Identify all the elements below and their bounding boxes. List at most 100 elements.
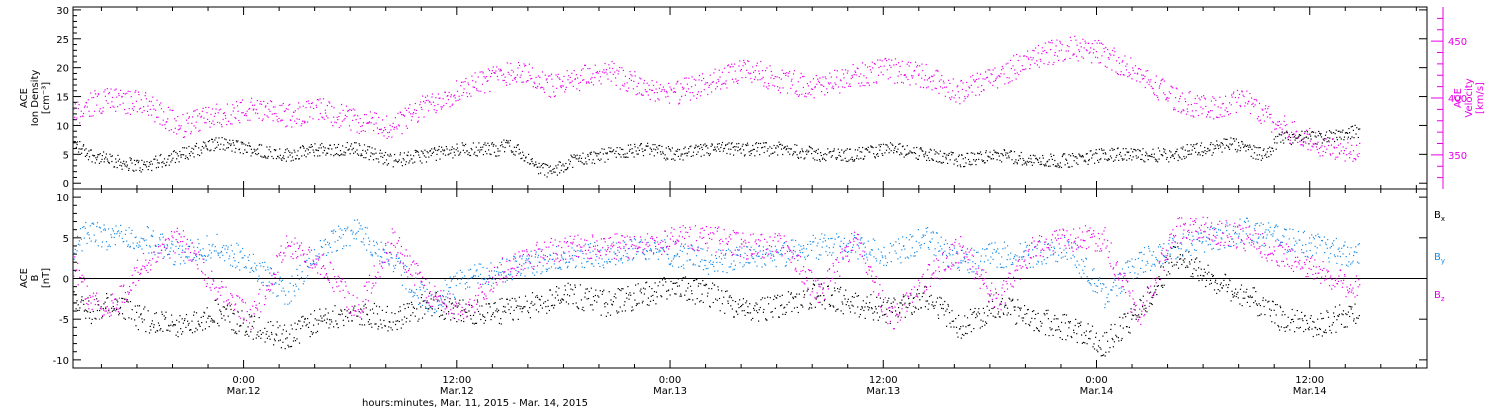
b-bx-point <box>570 288 572 290</box>
density-point <box>757 147 759 149</box>
velocity-point <box>1085 42 1087 44</box>
velocity-point <box>284 110 286 112</box>
velocity-point <box>1032 57 1034 59</box>
b-bx-point <box>333 326 335 328</box>
velocity-point <box>354 114 356 116</box>
velocity-point <box>523 63 525 65</box>
density-point <box>576 154 578 156</box>
b-bx-point <box>562 299 564 301</box>
b-bx-point <box>981 325 983 328</box>
velocity-point <box>805 92 807 94</box>
density-point <box>586 163 588 165</box>
velocity-point <box>731 78 733 80</box>
density-point <box>528 153 530 155</box>
density-point <box>740 152 742 154</box>
velocity-point <box>754 76 757 78</box>
density-point <box>340 154 342 156</box>
b-bx-point <box>84 309 86 311</box>
velocity-point <box>895 63 897 66</box>
b-bx-point <box>466 311 468 313</box>
velocity-point <box>310 102 312 104</box>
velocity-point <box>989 69 991 71</box>
b-bx-point <box>598 296 600 298</box>
b-bx-point <box>927 308 929 310</box>
b-bx-point <box>903 295 905 297</box>
velocity-point <box>109 106 111 109</box>
b-bx-point <box>652 299 654 301</box>
density-point <box>73 141 75 143</box>
b-bx-point <box>175 334 177 336</box>
density-point <box>527 162 529 164</box>
velocity-point <box>1281 131 1283 133</box>
density-point <box>1205 153 1207 155</box>
density-point <box>1060 166 1063 169</box>
velocity-point <box>275 113 277 115</box>
velocity-point <box>1041 47 1043 49</box>
density-point <box>482 154 484 156</box>
top-frame <box>72 6 1428 190</box>
velocity-point <box>1096 42 1098 44</box>
density-point <box>211 138 213 141</box>
b-bx-point <box>268 335 270 337</box>
velocity-point <box>80 110 82 112</box>
velocity-point <box>512 71 514 73</box>
b-bx-point <box>336 323 338 325</box>
velocity-point <box>343 119 345 121</box>
velocity-point <box>248 108 250 110</box>
density-point <box>878 144 880 146</box>
density-point <box>799 151 801 153</box>
velocity-point <box>1235 111 1237 113</box>
density-point <box>271 155 273 158</box>
velocity-point <box>1051 39 1053 41</box>
density-point <box>479 151 481 153</box>
velocity-point <box>741 77 743 79</box>
b-bx-point <box>1089 338 1091 340</box>
velocity-point <box>592 73 594 75</box>
density-point <box>808 150 810 152</box>
velocity-point <box>285 108 287 110</box>
velocity-point <box>1128 75 1130 77</box>
velocity-point <box>574 78 576 81</box>
b-bx-point <box>675 293 677 295</box>
velocity-point <box>197 115 199 117</box>
density-point <box>958 154 960 156</box>
velocity-point <box>473 86 475 88</box>
b-bx-point <box>851 296 853 298</box>
b-bx-point <box>153 324 155 326</box>
b-bx-point <box>1121 337 1123 340</box>
b-bx-point <box>758 309 760 311</box>
b-bx-point <box>213 321 216 323</box>
density-point <box>673 153 675 155</box>
velocity-point <box>1190 115 1192 117</box>
b-bx-point <box>589 304 592 306</box>
velocity-point <box>790 80 792 82</box>
density-point <box>1172 155 1174 157</box>
b-bx-point <box>1080 321 1082 323</box>
b-bx-point <box>689 298 691 300</box>
b-bx-point <box>924 286 926 288</box>
velocity-point <box>801 93 803 95</box>
density-point <box>1325 131 1328 133</box>
velocity-point <box>584 64 586 66</box>
velocity-point <box>304 121 306 123</box>
velocity-point <box>1113 54 1115 56</box>
density-point <box>946 154 948 156</box>
velocity-point <box>271 101 273 103</box>
density-point <box>1175 151 1177 153</box>
b-bx-point <box>680 293 682 295</box>
velocity-point <box>513 77 515 79</box>
velocity-point <box>818 82 821 84</box>
velocity-point <box>1225 95 1227 97</box>
velocity-point <box>1066 45 1068 47</box>
density-point <box>1100 158 1102 160</box>
density-point <box>1204 146 1206 149</box>
density-point <box>1071 165 1073 168</box>
right-y-label: ACE Velocity [km/s] <box>1453 78 1486 117</box>
b-bx-point <box>507 303 509 305</box>
velocity-point <box>711 81 713 83</box>
velocity-point <box>864 85 866 87</box>
b-bx-point <box>783 307 785 309</box>
velocity-point <box>682 88 684 90</box>
b-bx-point <box>684 276 687 278</box>
density-point <box>620 156 622 158</box>
